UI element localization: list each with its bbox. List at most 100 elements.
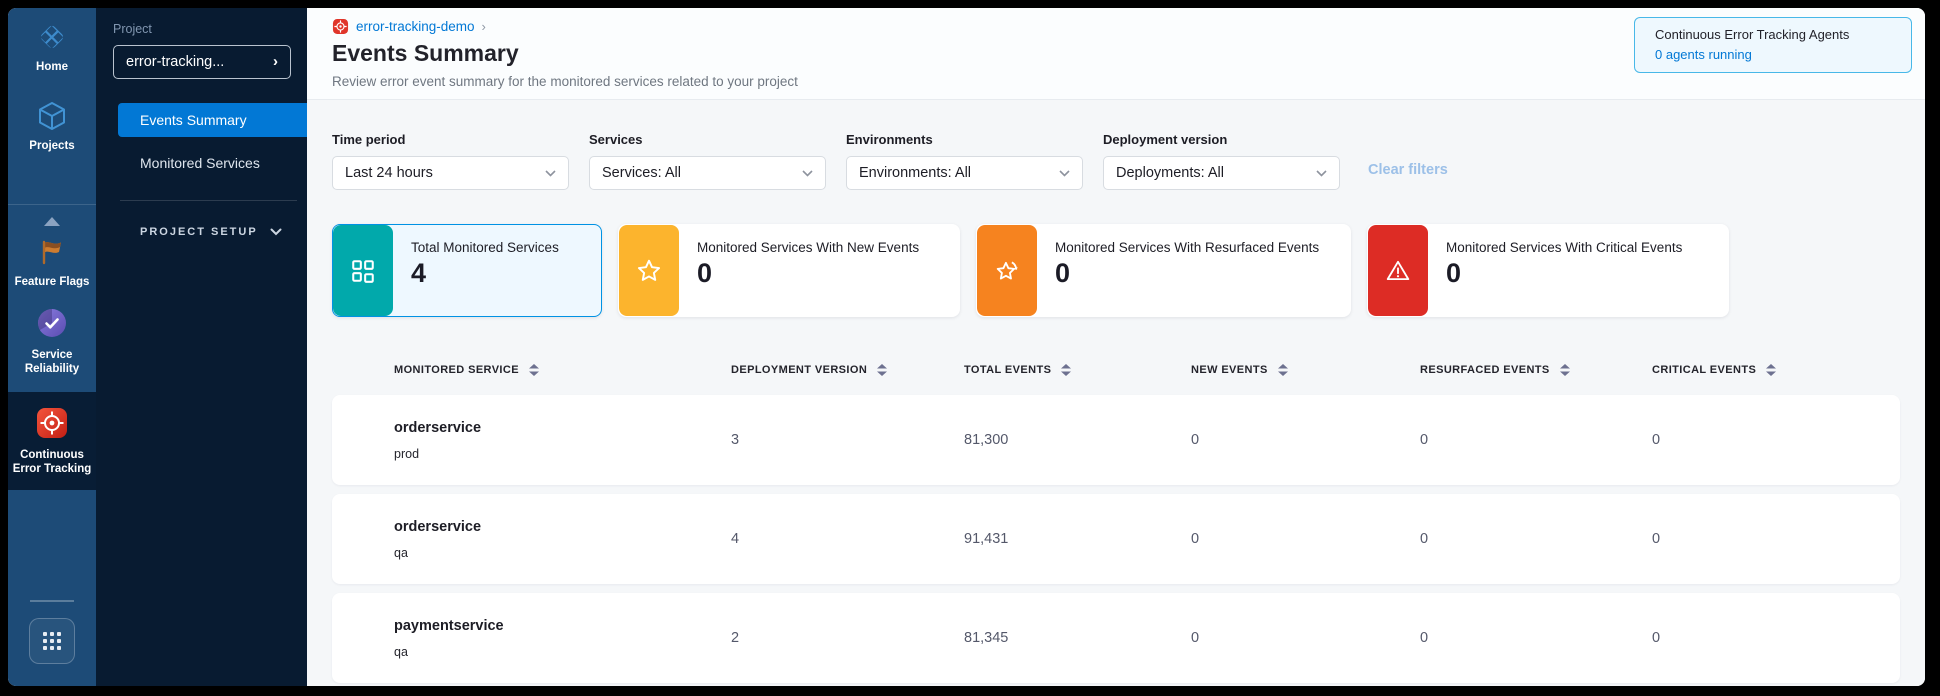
nav-item-feature-flags[interactable]: Feature Flags — [8, 236, 96, 289]
deployment-version-value: 4 — [731, 531, 740, 547]
grid-dots-icon — [43, 632, 61, 650]
card-critical-events[interactable]: Monitored Services With Critical Events … — [1367, 224, 1729, 317]
card-value: 0 — [1446, 258, 1462, 288]
card-resurfaced-events[interactable]: Monitored Services With Resurfaced Event… — [976, 224, 1351, 317]
column-header-deployment-version[interactable]: DEPLOYMENT VERSION — [731, 364, 964, 376]
table-row[interactable]: orderservice qa 4 91,431 0 0 0 — [332, 494, 1900, 584]
error-tracking-project-icon — [332, 18, 349, 35]
nav-top-section: Home Projects — [8, 8, 96, 205]
sidebar-item-monitored-services[interactable]: Monitored Services — [140, 155, 260, 171]
service-name: orderservice — [394, 419, 482, 436]
card-color-strip — [977, 225, 1037, 316]
agents-status-box[interactable]: Continuous Error Tracking Agents 0 agent… — [1634, 17, 1912, 73]
filter-environments: Environments Environments: All — [846, 132, 1083, 190]
nav-item-service-reliability[interactable]: Service Reliability — [8, 305, 96, 376]
total-events-value: 81,300 — [964, 432, 1009, 448]
nav-item-projects[interactable]: Projects — [8, 100, 96, 153]
card-value: 0 — [697, 258, 713, 288]
column-header-total-events[interactable]: TOTAL EVENTS — [964, 364, 1191, 376]
nav-label: Projects — [29, 140, 75, 152]
star-icon — [637, 259, 661, 281]
resurfaced-events-value: 0 — [1420, 531, 1429, 547]
nav-item-home[interactable]: Home — [8, 21, 96, 74]
agents-running-link[interactable]: 0 agents running — [1655, 47, 1752, 62]
column-header-resurfaced-events[interactable]: RESURFACED EVENTS — [1420, 364, 1652, 376]
sidebar-divider — [120, 200, 297, 201]
filters-bar: Time period Last 24 hours Services Servi… — [332, 132, 1900, 190]
card-label: Monitored Services With Resurfaced Event… — [1055, 240, 1320, 255]
agents-box-title: Continuous Error Tracking Agents — [1655, 27, 1850, 42]
chevron-down-icon — [270, 228, 282, 236]
card-value: 0 — [1055, 258, 1071, 288]
chevron-right-icon: › — [273, 53, 278, 70]
filter-label: Deployment version — [1103, 132, 1228, 147]
project-selector[interactable]: error-tracking... › — [113, 45, 291, 79]
breadcrumb: error-tracking-demo › — [332, 18, 1912, 35]
filter-deployment-version: Deployment version Deployments: All — [1103, 132, 1340, 190]
table-row[interactable]: paymentservice qa 2 81,345 0 0 0 — [332, 593, 1900, 683]
nav-scroll-up-icon[interactable] — [44, 217, 60, 226]
nav-item-continuous-error-tracking[interactable]: Continuous Error Tracking — [8, 392, 96, 490]
critical-events-value: 0 — [1652, 531, 1661, 547]
project-setup-toggle[interactable]: PROJECT SETUP — [96, 226, 307, 238]
services-select[interactable]: Services: All — [589, 156, 826, 190]
column-header-new-events[interactable]: NEW EVENTS — [1191, 364, 1420, 376]
filter-label: Services — [589, 132, 643, 147]
card-total-monitored-services[interactable]: Total Monitored Services 4 — [332, 224, 602, 317]
critical-events-value: 0 — [1652, 432, 1661, 448]
table-row[interactable]: orderservice prod 3 81,300 0 0 0 — [332, 395, 1900, 485]
page-body: Time period Last 24 hours Services Servi… — [307, 100, 1925, 686]
clear-filters-button[interactable]: Clear filters — [1368, 162, 1448, 178]
service-environment: qa — [394, 644, 408, 659]
nav-label: Home — [36, 61, 68, 73]
nav-divider — [30, 600, 74, 602]
project-name: error-tracking... — [126, 54, 225, 70]
page-subtitle: Review error event summary for the monit… — [332, 74, 798, 89]
app-grid-button[interactable] — [29, 618, 75, 664]
service-name: paymentservice — [394, 617, 504, 634]
new-events-value: 0 — [1191, 630, 1200, 646]
page-header: error-tracking-demo › Events Summary Rev… — [307, 8, 1925, 100]
service-name: orderservice — [394, 518, 482, 535]
app-window: Home Projects — [8, 8, 1925, 686]
card-value: 4 — [411, 258, 427, 288]
card-color-strip — [333, 225, 393, 316]
chevron-down-icon — [1059, 169, 1070, 177]
deployment-version-value: 3 — [731, 432, 740, 448]
card-new-events[interactable]: Monitored Services With New Events 0 — [618, 224, 960, 317]
breadcrumb-link[interactable]: error-tracking-demo — [356, 19, 475, 34]
filter-label: Time period — [332, 132, 406, 147]
summary-cards: Total Monitored Services 4 Monitored Ser… — [332, 224, 1900, 317]
time-period-select[interactable]: Last 24 hours — [332, 156, 569, 190]
error-tracking-target-icon — [34, 405, 70, 441]
cube-icon — [36, 100, 68, 132]
resurfaced-events-value: 0 — [1420, 630, 1429, 646]
column-header-critical-events[interactable]: CRITICAL EVENTS — [1652, 364, 1900, 376]
service-environment: prod — [394, 446, 420, 461]
breadcrumb-chevron-icon: › — [481, 19, 486, 34]
deployment-version-value: 2 — [731, 630, 740, 646]
sidebar-item-events-summary[interactable]: Events Summary — [118, 103, 307, 137]
star-refresh-icon — [996, 261, 1018, 279]
reliability-check-icon — [34, 305, 70, 341]
module-nav: Home Projects — [8, 8, 96, 686]
project-setup-label: PROJECT SETUP — [140, 226, 258, 238]
home-diamond-icon — [36, 21, 68, 53]
events-table: MONITORED SERVICE DEPLOYMENT VERSION TOT… — [332, 345, 1900, 683]
chevron-down-icon — [802, 169, 813, 177]
project-sidebar: Project error-tracking... › Events Summa… — [96, 8, 307, 686]
flag-icon — [36, 236, 68, 268]
column-header-monitored-service[interactable]: MONITORED SERVICE — [394, 364, 731, 376]
new-events-value: 0 — [1191, 531, 1200, 547]
nav-label: Continuous Error Tracking — [12, 449, 92, 475]
sort-icon — [1061, 364, 1072, 376]
deployments-select[interactable]: Deployments: All — [1103, 156, 1340, 190]
select-value: Environments: All — [859, 165, 972, 181]
nav-bottom-section — [8, 600, 96, 686]
card-label: Monitored Services With Critical Events — [1446, 240, 1683, 255]
environments-select[interactable]: Environments: All — [846, 156, 1083, 190]
sort-icon — [1766, 364, 1777, 376]
services-grid-icon — [352, 259, 374, 283]
card-color-strip — [1368, 225, 1428, 316]
chevron-down-icon — [545, 169, 556, 177]
